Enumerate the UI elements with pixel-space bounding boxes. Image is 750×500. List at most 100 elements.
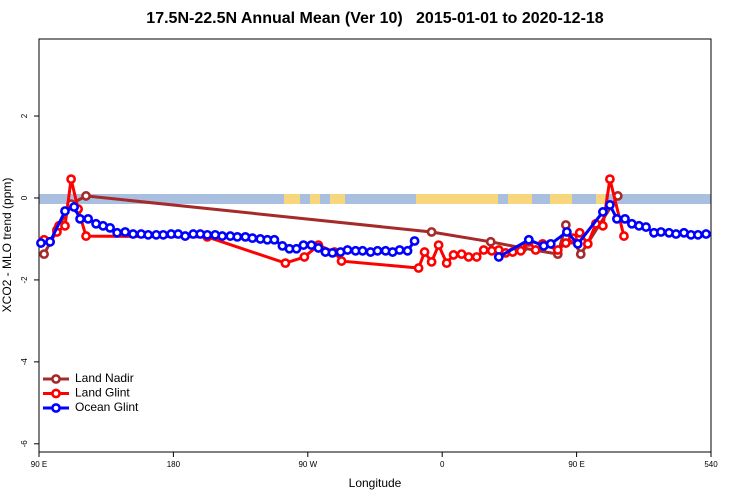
data-point [560,238,571,248]
data-point [327,247,338,258]
data-point [45,236,55,247]
chart-title: 17.5N-22.5N Annual Mean (Ver 10) 2015-01… [146,10,604,27]
data-point [441,258,452,269]
data-point [701,229,711,239]
data-point [597,220,608,231]
land-strip [284,194,300,204]
y-tick-label: -2 [20,276,29,284]
data-point [336,256,347,266]
data-point [478,245,489,255]
x-axis-label: Longitude [349,476,402,490]
data-point [515,245,526,256]
data-point [105,222,115,233]
data-point [619,231,629,241]
data-point [620,213,630,224]
data-point [217,231,228,241]
land-strip [330,194,345,204]
data-point [291,243,302,254]
data-point [612,213,622,224]
data-point [530,245,541,255]
data-point [342,245,353,255]
legend-marker [51,374,61,384]
data-point [574,227,585,238]
x-tick-label: 90 E [568,460,584,469]
land-strip [550,194,572,204]
y-tick-label: 0 [20,195,29,200]
x-tick-label: 0 [440,460,445,469]
data-point [409,236,420,246]
data-point [605,200,615,210]
data-point [485,236,496,247]
data-point [158,229,169,240]
data-point [693,229,703,240]
data-point [605,174,615,185]
legend-label: Land Glint [75,386,130,400]
data-point [582,238,593,249]
data-point [280,258,291,269]
x-tick-label: 540 [704,460,718,469]
data-point [448,250,459,260]
data-point [575,249,586,260]
data-point [357,245,368,256]
land-strip [596,194,605,204]
land-strip [416,194,498,204]
data-point [143,229,154,240]
data-point [671,229,681,239]
x-tick-label: 90 W [298,460,317,469]
data-point [372,245,383,256]
data-point [269,234,280,245]
data-point [402,245,413,256]
data-point [561,227,572,237]
data-point [66,174,77,185]
data-point [572,238,583,249]
data-point [463,252,474,262]
data-point [493,252,504,262]
data-point [419,247,430,257]
data-point [247,233,258,244]
data-point [81,231,91,241]
legend-marker [51,403,61,413]
plot-frame [38,38,712,453]
data-point [313,243,324,253]
data-point [426,227,437,237]
x-tick-label: 180 [167,460,181,469]
data-point [523,234,534,245]
data-point [120,227,131,237]
legend-label: Land Nadir [75,371,134,385]
y-tick-label: -4 [20,358,29,366]
land-strip [310,194,320,204]
data-point [426,256,437,267]
data-point [75,213,85,224]
data-point [112,227,123,238]
data-point [39,249,49,260]
data-point [656,227,666,237]
data-point [60,220,70,231]
data-point [597,207,608,217]
data-point [128,229,138,239]
data-point [299,252,310,262]
data-point [471,252,482,262]
y-axis-label: XCO2 - MLO trend (ppm) [0,178,14,313]
data-point [60,206,70,216]
data-point [180,231,191,241]
data-point [552,245,563,255]
data-point [202,229,213,240]
data-point [545,238,556,249]
land-strip [508,194,532,204]
legend-marker [51,388,61,399]
data-point [298,240,309,250]
y-tick-label: 2 [20,113,29,118]
ocean-strip [39,194,711,204]
data-point [83,213,94,224]
data-point [394,245,405,255]
data-point [641,222,651,232]
data-point [81,191,91,201]
legend-label: Ocean Glint [75,400,139,414]
data-point [232,231,243,242]
data-point [433,240,444,250]
land-mask [39,194,711,204]
data-point [69,202,79,212]
y-tick-label: -6 [20,440,29,448]
